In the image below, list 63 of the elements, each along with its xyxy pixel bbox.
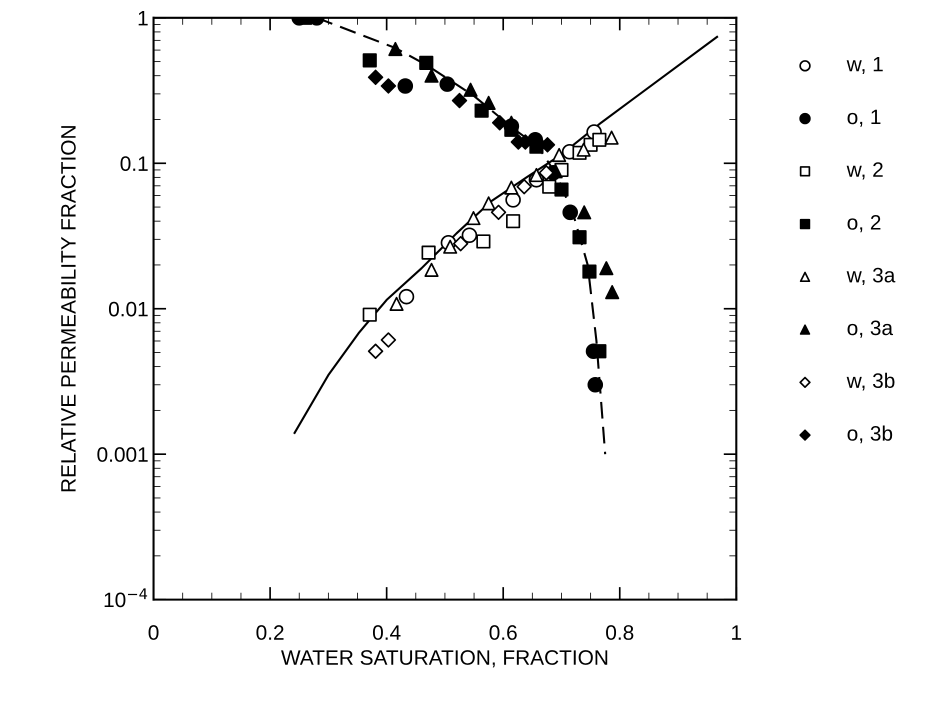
point [592, 132, 606, 147]
point [492, 115, 508, 130]
point [388, 42, 402, 56]
y-axis-title: RELATIVE PERMEABILITY FRACTION [61, 126, 76, 492]
point [362, 53, 377, 68]
point [505, 192, 521, 208]
point [424, 68, 439, 83]
y-tick-label: 1 [138, 11, 148, 26]
legend-label: o, 2 [848, 215, 880, 232]
point [604, 130, 619, 145]
point [605, 285, 620, 300]
point [572, 230, 587, 244]
y-tick-label: 0.1 [120, 156, 148, 172]
x-tick-label: 0 [148, 625, 159, 640]
legend-label: w, 1 [846, 56, 883, 74]
y-tick-label: 0.001 [97, 447, 148, 462]
point [587, 377, 604, 393]
point [482, 196, 496, 210]
legend-label: w, 2 [846, 162, 883, 180]
point [389, 296, 404, 311]
point [562, 204, 578, 220]
point [552, 148, 566, 162]
point [576, 142, 591, 157]
x-tick-label: 0.2 [256, 625, 284, 640]
x-tick-label: 0.8 [606, 625, 634, 640]
point [398, 78, 414, 94]
point [443, 240, 458, 254]
y-tick-label: 0.01 [108, 302, 148, 316]
legend-label: o, 3b [848, 425, 892, 444]
point [424, 262, 439, 277]
point [362, 308, 377, 322]
point [398, 288, 414, 304]
x-tick-label: 0.4 [372, 625, 401, 640]
y-tick-label: 10$^{−4}$ [104, 588, 148, 608]
point [452, 236, 468, 252]
point [466, 210, 481, 226]
point [462, 227, 478, 244]
point [599, 261, 614, 276]
legend-label: o, 3a [848, 320, 894, 338]
point [452, 92, 468, 108]
point [577, 205, 592, 220]
legend-label: o, 1 [848, 110, 880, 127]
point [529, 168, 544, 182]
point [368, 70, 384, 86]
point [419, 56, 434, 70]
x-tick-label: 0.6 [490, 625, 517, 640]
point [504, 180, 518, 195]
x-axis-title: WATER SATURATION, FRACTION [281, 650, 608, 668]
point [516, 179, 532, 194]
point [476, 234, 490, 249]
point [490, 204, 506, 220]
point [422, 246, 436, 260]
point [463, 82, 478, 97]
x-tick-label: 1 [732, 625, 742, 640]
point [554, 182, 569, 197]
legend-label: w, 3a [846, 268, 896, 285]
legend-label: w, 3b [846, 372, 894, 390]
point [582, 264, 597, 279]
point [368, 344, 384, 359]
point [380, 78, 396, 94]
point [380, 332, 396, 348]
point [439, 76, 456, 92]
point [506, 214, 520, 228]
